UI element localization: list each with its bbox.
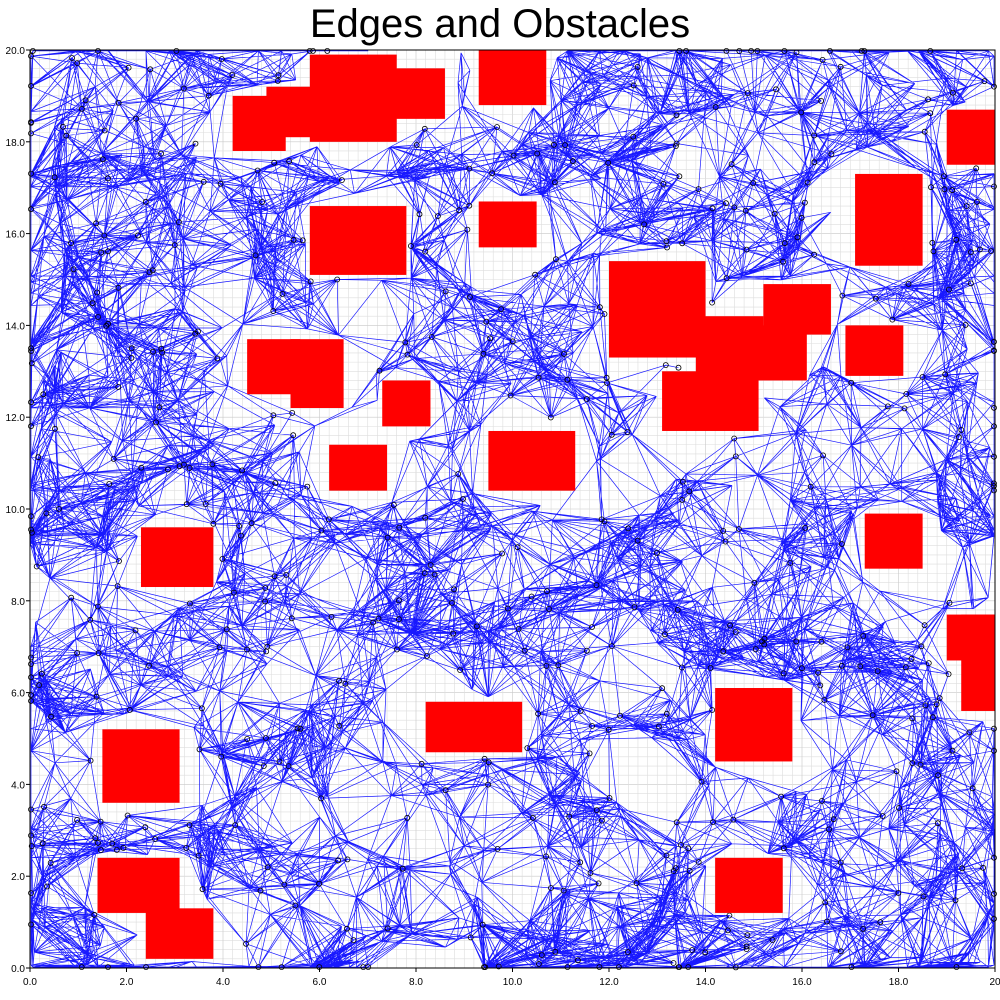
obstacle-rect (946, 614, 995, 661)
y-tick-label: 10.0 (6, 505, 26, 516)
obstacle-rect (145, 908, 214, 959)
y-tick-label: 0.0 (11, 964, 25, 975)
x-tick-label: 20 (989, 977, 1000, 988)
obstacle-rect (140, 527, 214, 588)
obstacle-rect (309, 206, 407, 275)
y-tick-label: 16.0 (6, 230, 26, 241)
obstacle-rect (97, 857, 180, 913)
obstacle-rect (715, 857, 783, 913)
obstacle-rect (845, 325, 904, 376)
x-tick-label: 14.0 (696, 977, 716, 988)
obstacle-rect (382, 68, 445, 119)
obstacle-rect (855, 173, 923, 266)
obstacle-rect (478, 201, 537, 248)
obstacle-rect (864, 513, 923, 569)
x-tick-label: 10.0 (503, 977, 523, 988)
obstacle-rect (102, 729, 180, 803)
obstacle-rect (662, 371, 759, 431)
obstacle-rect (425, 701, 523, 753)
y-axis-ticks: 0.0 2.0 4.0 6.0 8.0 10.0 12.0 14.0 16.0 18.0 20.0 (6, 46, 30, 975)
node-circles (28, 48, 997, 971)
y-tick-label: 6.0 (11, 689, 25, 700)
x-tick-label: 16.0 (792, 977, 812, 988)
obstacle-rect (329, 444, 388, 491)
x-tick-label: 0.0 (23, 977, 37, 988)
y-tick-label: 18.0 (6, 138, 26, 149)
y-tick-label: 4.0 (11, 780, 25, 791)
obstacle-rect (382, 380, 431, 427)
obstacle-rect (478, 50, 547, 106)
chart-title: Edges and Obstacles (309, 2, 691, 46)
x-tick-label: 8.0 (409, 977, 423, 988)
obstacles (97, 50, 995, 959)
x-tick-label: 2.0 (120, 977, 134, 988)
obstacle-rect (290, 339, 344, 409)
y-tick-label: 12.0 (6, 413, 26, 424)
y-tick-label: 2.0 (11, 872, 25, 883)
obstacle-rect (946, 109, 995, 165)
y-tick-label: 8.0 (11, 597, 25, 608)
node-markers (28, 48, 997, 971)
y-tick-label: 20.0 (6, 46, 26, 57)
edge-paths (29, 50, 996, 968)
obstacle-rect (609, 261, 706, 358)
x-tick-label: 18.0 (889, 977, 909, 988)
x-tick-label: 12.0 (599, 977, 619, 988)
y-tick-label: 14.0 (6, 321, 26, 332)
x-axis-ticks: 0.0 2.0 4.0 6.0 8.0 10.0 12.0 14.0 16.0 18.0 20 (23, 968, 1000, 988)
obstacle-rect (715, 688, 793, 762)
x-tick-label: 6.0 (313, 977, 327, 988)
x-tick-label: 4.0 (216, 977, 230, 988)
edge-network (29, 50, 996, 968)
obstacle-rect (488, 430, 576, 491)
